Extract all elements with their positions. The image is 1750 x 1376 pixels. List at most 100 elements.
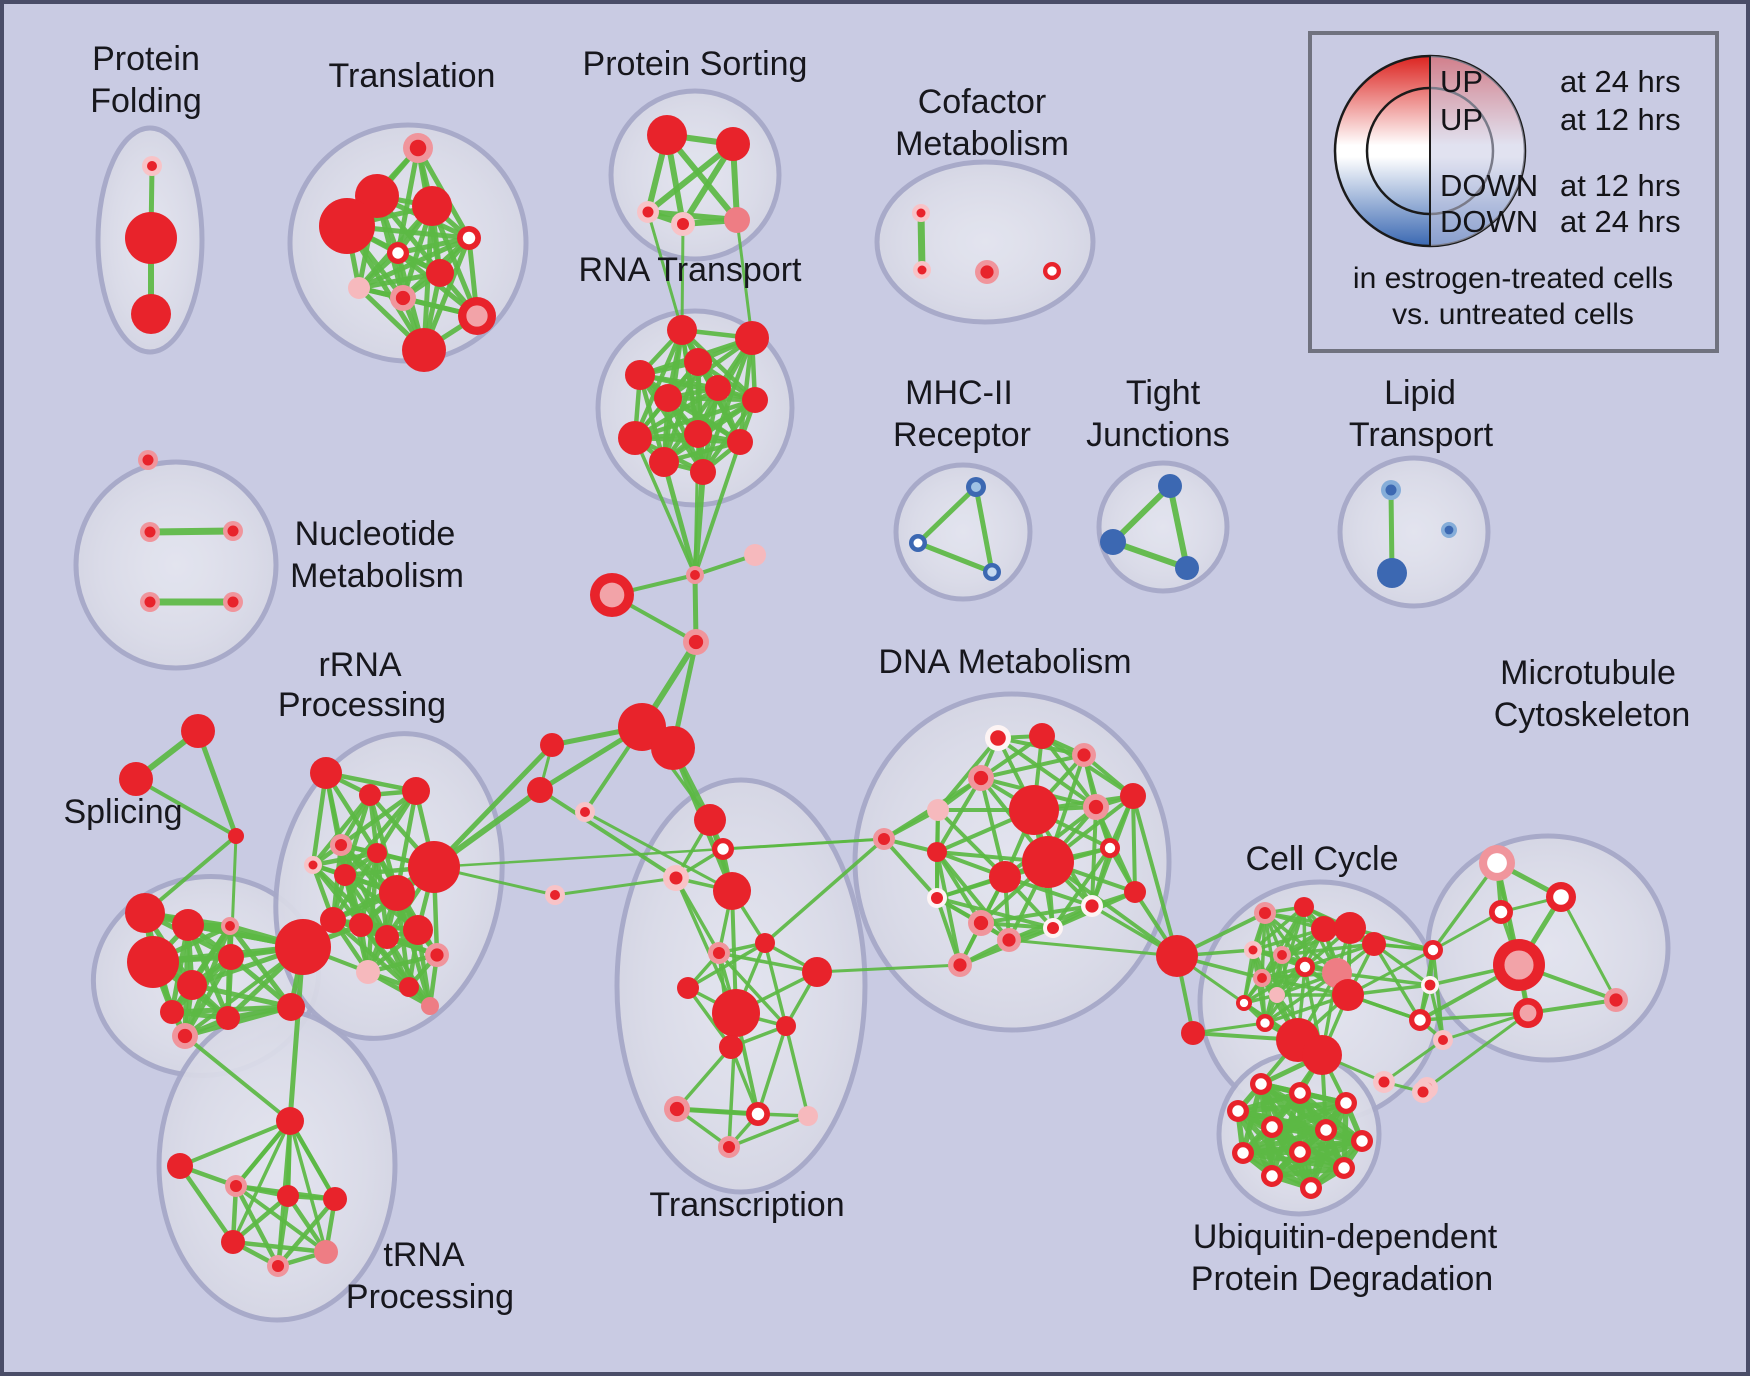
cluster-label-tj: Junctions [1086,416,1230,454]
gene-node-center [1085,899,1099,913]
network-edge [1559,895,1618,1002]
network-edge [1251,905,1306,952]
gene-node [408,841,460,893]
gene-node [277,1185,299,1207]
gene-node [1311,916,1337,942]
gene-node [735,321,769,355]
cluster-ellipse-mh [893,462,1033,602]
gene-node-center [1257,973,1267,983]
gene-node [989,861,1021,893]
gene-node-center [1260,1018,1270,1028]
gene-node-center [916,208,926,218]
network-edge [1382,1038,1445,1084]
cluster-label-cf: Metabolism [895,125,1069,163]
gene-node [540,733,564,757]
gene-node [319,198,375,254]
network-edge [675,1045,733,1111]
gene-node [712,989,760,1037]
gene-node [320,907,346,933]
gene-node-center [1438,1035,1448,1045]
gene-node-center [1444,525,1454,535]
legend-row-1-direction: UP [1440,102,1483,137]
network-edge [1335,971,1432,987]
gene-node-center [395,290,411,306]
gene-node-center [1494,905,1508,919]
network-edge [146,527,237,536]
gene-node [625,360,655,390]
gene-node [421,997,439,1015]
cluster-ellipse-mt [1425,833,1671,1063]
cluster-label-pf: Folding [90,82,202,120]
network-edge [996,736,1098,809]
gene-node [172,909,204,941]
gene-node [727,429,753,455]
cluster-label-cc: Cell Cycle [1245,840,1398,878]
gene-node [218,944,244,970]
gene-node [647,115,687,155]
gene-node-center [409,139,427,157]
network-edge [917,209,926,274]
gene-node-center [1487,853,1507,873]
network-edge [763,941,788,1028]
gene-node-center [550,890,560,900]
gene-node [776,1016,796,1036]
cluster-label-rt: RNA Transport [579,251,803,289]
cluster-label-cf: Cofactor [918,83,1047,121]
gene-node-center [1504,950,1534,980]
network-edge [1269,1138,1365,1179]
gene-node [1294,897,1314,917]
gene-node-center [142,454,154,466]
network-edge [763,837,886,945]
gene-node [402,328,446,372]
gene-node [216,1006,240,1030]
gene-node [349,913,373,937]
nodes-layer [119,115,1628,1277]
gene-node-center [987,567,997,577]
gene-node [1269,987,1285,1003]
gene-node-center [229,1179,243,1193]
gene-node-center [308,860,318,870]
network-edge [737,335,755,445]
legend-row-3-time: at 24 hrs [1560,204,1681,239]
gene-node-center [1255,1078,1267,1090]
legend-row-2-time: at 12 hrs [1560,168,1681,203]
gene-node [125,212,177,264]
gene-node [719,1035,743,1059]
gene-node [127,936,179,988]
gene-node-center [462,231,476,245]
gene-node [1120,783,1146,809]
gene-node-center [1299,961,1311,973]
cluster-label-rr: rRNA [318,646,401,684]
gene-node [713,872,751,910]
legend-row-0-time: at 24 hrs [1560,64,1681,99]
network-edge [633,436,697,577]
gene-node-center [1239,998,1249,1008]
gene-node [1124,881,1146,903]
cluster-label-mt: Cytoskeleton [1494,696,1691,734]
gene-node-center [147,161,157,171]
network-edge [189,982,294,1010]
gene-node-center [971,482,981,492]
gene-node [160,1000,184,1024]
gene-node [1175,556,1199,580]
network-edge [1191,1021,1267,1035]
network-edge [679,327,758,403]
cluster-label-pf: Protein [92,40,200,78]
gene-node-center [973,915,989,931]
gene-node-center [990,730,1006,746]
network-edge [915,540,995,575]
gene-node-center [1356,1135,1368,1147]
gene-node [802,957,832,987]
network-edge [674,876,738,1015]
network-edge [310,792,373,868]
gene-node-center [1414,1014,1426,1026]
network-edge [1131,794,1179,958]
gene-node-center [392,247,404,259]
gene-node [310,757,342,789]
gene-node [690,459,716,485]
legend-row-1-time: at 12 hrs [1560,102,1681,137]
gene-node [314,1240,338,1264]
gene-node [125,893,165,933]
gene-node-center [973,770,989,786]
